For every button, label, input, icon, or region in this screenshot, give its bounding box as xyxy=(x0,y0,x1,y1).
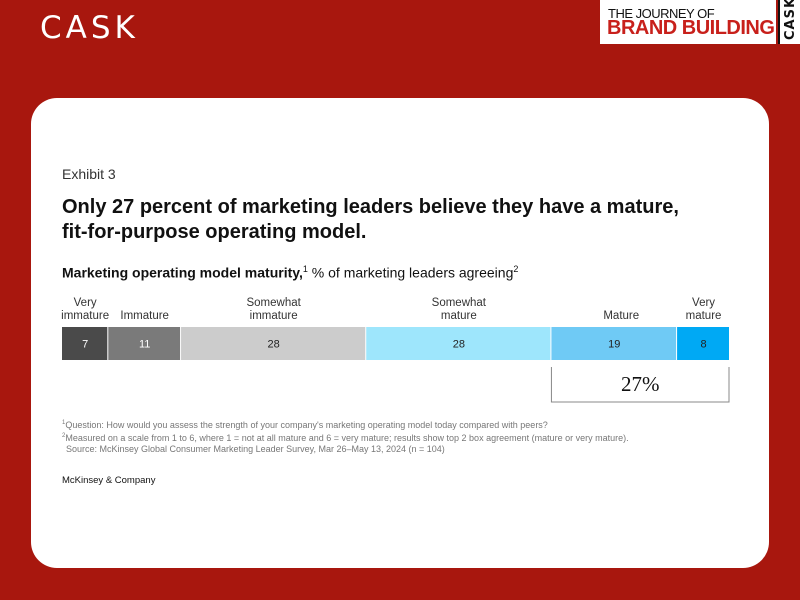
bar-value-label: 8 xyxy=(700,339,706,351)
footnote-2: 2Measured on a scale from 1 to 6, where … xyxy=(62,431,629,444)
footnotes: 1Question: How would you assess the stre… xyxy=(62,418,629,455)
chart-subtitle: Marketing operating model maturity,1 % o… xyxy=(62,264,518,281)
bar-value-label: 28 xyxy=(453,339,465,351)
exhibit-label: Exhibit 3 xyxy=(62,166,116,182)
badge-line2: BRAND BUILDING xyxy=(607,17,775,39)
footnote-2-text: Measured on a scale from 1 to 6, where 1… xyxy=(65,433,629,443)
cask-logo: CASK xyxy=(40,10,139,46)
category-label: Very immature xyxy=(61,297,109,322)
source-note: Source: McKinsey Global Consumer Marketi… xyxy=(66,444,445,454)
category-label: Mature xyxy=(603,310,639,322)
bar-value-label: 7 xyxy=(82,339,88,351)
bar-value-label: 11 xyxy=(139,339,150,351)
subtitle-rest: % of marketing leaders agreeing xyxy=(307,264,514,281)
annotation-bracket xyxy=(550,367,730,403)
exhibit-card: Exhibit 3 Only 27 percent of marketing l… xyxy=(31,98,769,568)
bar-segment-very-immature xyxy=(62,327,108,360)
bar-segment-very-mature xyxy=(677,327,729,360)
footnote-1-text: Question: How would you assess the stren… xyxy=(65,420,548,430)
footnote-1-sup: 1 xyxy=(62,420,66,426)
bar-value-label: 19 xyxy=(608,339,620,351)
subtitle-sup2: 2 xyxy=(513,264,519,274)
bar-value-label: 28 xyxy=(268,339,280,351)
bar-segment-immature xyxy=(108,327,181,360)
subtitle-sup1: 1 xyxy=(302,264,308,274)
footnote-1: 1Question: How would you assess the stre… xyxy=(62,418,629,431)
footnote-2-sup: 2 xyxy=(62,433,66,439)
brand-building-badge: THE JOURNEY OF BRAND BUILDING xyxy=(600,0,776,44)
mckinsey-brand: McKinsey & Company xyxy=(62,475,156,486)
category-label: Very mature xyxy=(686,297,722,322)
bar-segment-somewhat-immature xyxy=(181,327,366,360)
badge-line1: THE JOURNEY OF xyxy=(608,6,715,21)
subtitle-bold: Marketing operating model maturity, xyxy=(62,264,303,281)
annotation-label: 27% xyxy=(621,372,660,396)
bar-segment-somewhat-mature xyxy=(366,327,551,360)
stacked-bar-chart: 7 Very immature 11 Immature 28 Somewhat immatur… xyxy=(61,297,730,403)
bar-segment-mature xyxy=(551,327,677,360)
category-label: Somewhat immature xyxy=(246,297,301,322)
exhibit-title: Only 27 percent of marketing leaders bel… xyxy=(62,196,679,243)
category-label: Immature xyxy=(120,310,169,322)
badge-side-logo: CASK xyxy=(778,0,800,44)
badge-side-text: CASK xyxy=(783,0,798,40)
category-label: Somewhat mature xyxy=(432,297,487,322)
